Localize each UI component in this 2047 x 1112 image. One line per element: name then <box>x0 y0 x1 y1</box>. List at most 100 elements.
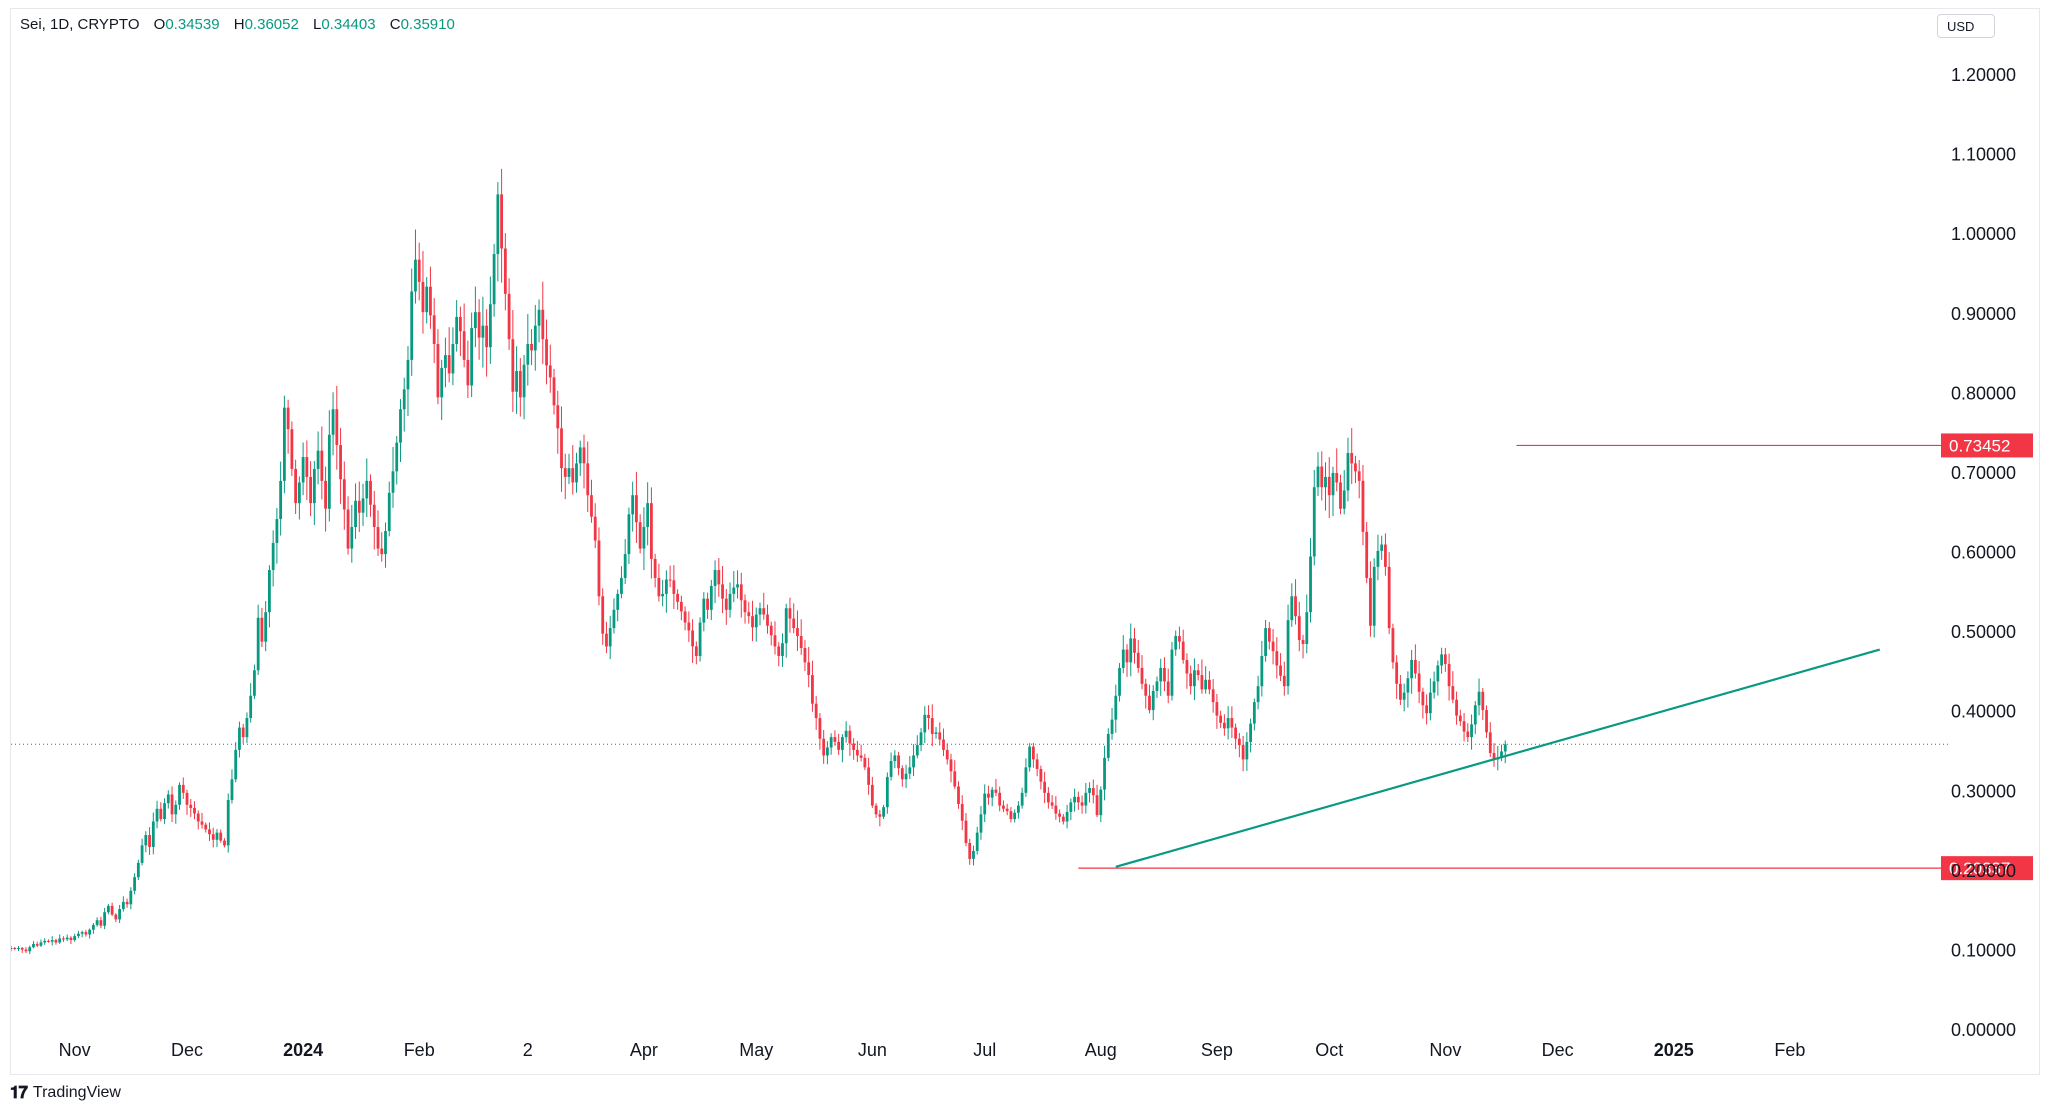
candle-body <box>897 755 900 769</box>
candle-body <box>406 359 410 390</box>
candle-body <box>953 771 957 787</box>
candle-body <box>518 371 522 398</box>
candle-body <box>380 548 384 555</box>
candle-body <box>440 367 444 398</box>
candle-body <box>1237 738 1241 746</box>
candle-body <box>548 365 552 378</box>
candle-body <box>1331 472 1335 496</box>
candle-body <box>1020 792 1024 806</box>
candle-body <box>151 821 155 847</box>
candle-body <box>706 598 709 610</box>
candle-body <box>620 577 623 594</box>
candle-body <box>1118 667 1121 696</box>
time-axis: Nov Dec 2024 Feb 2 Apr May Jun Jul Aug Sep Oct Nov De… <box>59 1040 1806 1060</box>
candle-body <box>204 824 208 830</box>
candle-body <box>799 636 803 648</box>
candle-body <box>822 738 826 756</box>
candle-body <box>193 807 196 814</box>
candle-body <box>1035 759 1039 769</box>
candle-body <box>1043 781 1047 793</box>
candle-body <box>1324 476 1327 488</box>
candle-body <box>1252 702 1256 724</box>
candle-body <box>178 784 181 805</box>
candle-body <box>1133 638 1136 653</box>
candle-body <box>597 540 601 597</box>
candle-body <box>1267 628 1271 642</box>
candle-body <box>324 480 327 509</box>
candle-body <box>1076 796 1080 803</box>
candle-body <box>1155 681 1159 691</box>
candle-body <box>811 675 814 704</box>
x-tick-label: Aug <box>1085 1040 1117 1060</box>
candle-body <box>1447 663 1451 687</box>
candle-body <box>1271 641 1275 652</box>
candle-body <box>1320 466 1324 488</box>
candle-body <box>590 495 593 517</box>
candle-body <box>751 616 754 628</box>
candle-body <box>507 293 511 340</box>
candle-body <box>444 355 447 368</box>
candle-body <box>305 457 309 477</box>
x-tick-label: Dec <box>1542 1040 1574 1060</box>
candle-body <box>234 749 238 780</box>
candle-body <box>11 948 13 950</box>
candle-body <box>949 759 953 772</box>
candle-body <box>1301 640 1305 645</box>
candle-body <box>1458 715 1462 722</box>
candle-body <box>1234 727 1238 739</box>
candle-body <box>687 622 691 631</box>
candle-body <box>215 832 219 840</box>
candle-body <box>852 743 856 750</box>
candle-body <box>829 737 833 748</box>
resistance-price-badge <box>1941 433 2033 458</box>
candle-body <box>1095 795 1099 816</box>
candle-body <box>47 940 50 942</box>
candle-body <box>975 832 979 851</box>
candle-body <box>155 808 159 822</box>
price-chart[interactable]: 0.73452 0.20337 1.20000 1.10000 1.00000 0.90… <box>11 9 2041 1076</box>
candle-body <box>327 434 331 509</box>
candle-body <box>1140 667 1144 684</box>
candle-body <box>1039 768 1043 782</box>
candle-body <box>747 612 751 617</box>
chart-frame[interactable]: 0.73452 0.20337 1.20000 1.10000 1.00000 0.90… <box>10 8 2040 1075</box>
candle-body <box>268 570 271 613</box>
candle-body <box>24 949 28 952</box>
candle-body <box>166 794 170 804</box>
candle-body <box>129 890 133 905</box>
tradingview-logo[interactable]: 𝟏𝟕 TradingView <box>10 1083 121 1103</box>
candle-body <box>1432 681 1436 693</box>
candle-body <box>275 519 279 543</box>
x-tick-label: Oct <box>1315 1040 1343 1060</box>
candle-body <box>350 527 354 549</box>
candle-body <box>571 468 575 483</box>
currency-selector[interactable]: USD <box>1937 14 1995 38</box>
candle-body <box>290 429 294 469</box>
candle-body <box>1106 733 1110 758</box>
candle-body <box>702 598 706 623</box>
candle-body <box>781 643 784 656</box>
candle-body <box>1174 636 1178 650</box>
candle-body <box>1473 705 1477 725</box>
close-label: C <box>389 16 401 33</box>
resistance-price-label: 0.73452 <box>1949 436 2010 455</box>
candle-body <box>387 492 391 532</box>
candle-body <box>395 442 399 472</box>
candle-body <box>1069 802 1073 812</box>
candle-body <box>855 749 859 756</box>
candle-body <box>627 514 631 555</box>
candle-body <box>1327 476 1331 496</box>
candle-body <box>477 312 481 338</box>
candle-body <box>1219 715 1223 723</box>
candle-body <box>80 932 84 934</box>
candle-body <box>803 648 807 663</box>
candle-body <box>1028 746 1032 768</box>
candle-body <box>1339 482 1342 509</box>
candle-body <box>211 834 215 840</box>
high-label: H <box>233 16 245 33</box>
candle-body <box>297 482 301 504</box>
candle-body <box>721 584 724 599</box>
candle-body <box>312 468 316 504</box>
candle-body <box>20 948 24 950</box>
y-tick-label: 0.00000 <box>1951 1020 2016 1040</box>
